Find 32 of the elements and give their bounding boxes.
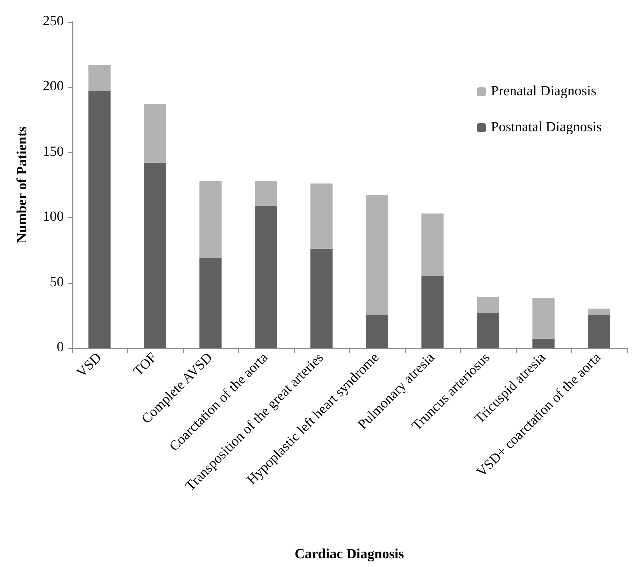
bar bbox=[532, 338, 555, 348]
y-tick-label: 250 bbox=[43, 14, 64, 30]
bar bbox=[200, 258, 222, 348]
bar bbox=[477, 297, 500, 313]
bar bbox=[422, 214, 444, 276]
x-tick-label: VSD bbox=[74, 350, 106, 382]
bar bbox=[255, 206, 278, 348]
bar bbox=[366, 315, 388, 348]
bar bbox=[422, 276, 444, 348]
x-tick-label: TOF bbox=[131, 350, 161, 380]
y-tick-label: 150 bbox=[43, 144, 64, 160]
y-axis-title: Number of Patients bbox=[16, 126, 30, 244]
x-axis-title: Cardiac Diagnosis bbox=[294, 548, 405, 562]
y-tick-label: 200 bbox=[43, 80, 64, 95]
bar bbox=[200, 181, 222, 258]
legend-label: Postnatal Diagnosis bbox=[491, 120, 602, 136]
bar bbox=[144, 104, 166, 163]
y-tick-label: 0 bbox=[57, 340, 64, 356]
bar bbox=[310, 184, 333, 249]
y-tick-label: 50 bbox=[50, 275, 64, 290]
bar bbox=[588, 315, 610, 348]
bar bbox=[532, 298, 555, 339]
bar bbox=[588, 308, 610, 316]
bar bbox=[88, 91, 111, 348]
bar bbox=[477, 312, 500, 348]
bar bbox=[144, 162, 166, 348]
bar bbox=[255, 181, 278, 206]
bar bbox=[310, 248, 333, 348]
y-tick-label: 100 bbox=[43, 210, 64, 226]
legend-label: Prenatal Diagnosis bbox=[491, 84, 597, 100]
bar bbox=[366, 195, 388, 316]
bar bbox=[88, 65, 111, 92]
